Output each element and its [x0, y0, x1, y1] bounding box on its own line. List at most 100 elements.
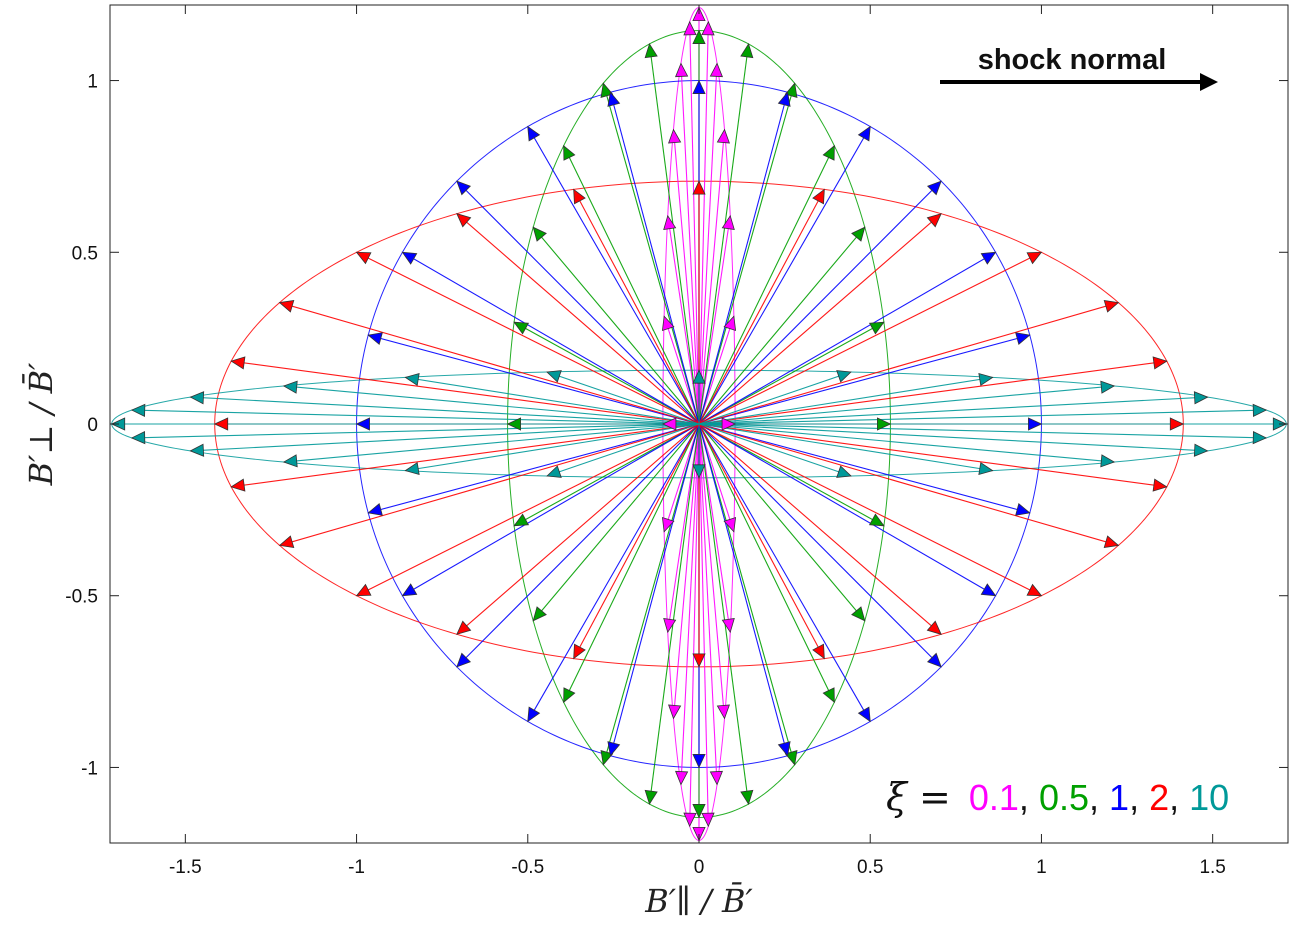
legend-value-10: 10 — [1189, 777, 1229, 818]
vector-arrowhead-0.5 — [513, 321, 530, 335]
vector-arrowhead-10 — [282, 380, 298, 394]
vector-arrowhead-10 — [404, 372, 420, 387]
legend-symbol: ξ = — [886, 775, 951, 819]
vector-arrowhead-0.5 — [513, 513, 530, 527]
vector-1 — [698, 126, 871, 425]
vector-0.1 — [663, 316, 700, 425]
vector-arrowhead-0.5 — [851, 606, 866, 622]
legend-separator: , — [1089, 777, 1099, 818]
vector-arrowhead-2 — [573, 188, 586, 205]
vector-arrowhead-2 — [926, 213, 942, 228]
vector-arrowhead-10 — [189, 391, 205, 405]
vector-arrowhead-1 — [980, 583, 997, 597]
vector-2 — [698, 251, 1042, 425]
vector-arrowhead-0.5 — [868, 321, 885, 335]
vector-10 — [698, 385, 1115, 425]
vector-2 — [573, 189, 700, 425]
vector-1 — [456, 180, 700, 425]
vector-0.5 — [513, 321, 700, 425]
vector-1 — [402, 251, 700, 425]
vector-arrowhead-0.5 — [644, 43, 658, 59]
vector-arrowhead-0.5 — [644, 789, 658, 805]
vector-0.5 — [698, 145, 835, 425]
vector-arrowhead-1 — [692, 754, 706, 769]
x-axis-label: B′∥ / B̄′ — [644, 882, 753, 920]
field-vectors — [111, 7, 1287, 841]
vector-arrowhead-0.1 — [721, 214, 735, 231]
vector-0.1 — [663, 423, 700, 532]
vector-arrowhead-2 — [1103, 299, 1120, 313]
vector-0.1 — [698, 316, 735, 425]
vector-arrowhead-1 — [527, 706, 541, 723]
vector-arrowhead-1 — [980, 251, 997, 265]
vector-2 — [698, 423, 825, 659]
vector-2 — [456, 423, 700, 635]
vector-10 — [698, 423, 1208, 452]
vector-10 — [546, 371, 700, 425]
vector-arrowhead-2 — [456, 213, 472, 228]
vector-2 — [698, 360, 1167, 425]
vector-arrowhead-10 — [1252, 430, 1268, 445]
vector-arrowhead-1 — [777, 741, 791, 757]
vector-1 — [698, 180, 942, 425]
vector-arrowhead-0.1 — [668, 704, 682, 720]
vector-arrowhead-10 — [1193, 391, 1209, 405]
x-tick-label: -1.5 — [169, 857, 202, 878]
vector-arrowhead-0.1 — [668, 128, 682, 144]
y-tick-label: -0.5 — [65, 587, 98, 608]
vector-arrowhead-1 — [692, 79, 706, 94]
vector-arrowhead-1 — [401, 251, 418, 265]
vector-10 — [698, 423, 993, 472]
vector-10 — [698, 423, 852, 477]
vector-arrowhead-0.1 — [683, 20, 697, 36]
vector-arrowhead-0.5 — [692, 29, 706, 44]
vector-arrowhead-2 — [812, 643, 825, 660]
vector-arrowhead-2 — [456, 620, 472, 635]
vector-1 — [698, 423, 942, 668]
vector-arrowhead-0.1 — [716, 128, 730, 144]
vector-arrowhead-10 — [546, 370, 562, 383]
vector-1 — [698, 423, 789, 756]
vector-arrowhead-1 — [456, 652, 472, 668]
vector-1 — [609, 423, 700, 756]
vector-arrowhead-0.5 — [868, 513, 885, 527]
vector-arrowhead-10 — [282, 454, 298, 468]
x-tick-label: -1 — [348, 857, 365, 878]
vector-0.1 — [680, 63, 700, 425]
x-tick-label: 1.5 — [1199, 857, 1225, 878]
vector-arrowhead-0.1 — [701, 812, 715, 828]
vector-arrowhead-0.1 — [721, 617, 735, 634]
vector-arrowhead-0.1 — [661, 417, 677, 431]
vector-2 — [698, 423, 942, 635]
vector-10 — [698, 423, 1267, 439]
vector-0.1 — [689, 21, 700, 425]
vector-arrowhead-0.1 — [721, 417, 737, 431]
vector-arrowhead-1 — [777, 91, 791, 107]
vector-0.1 — [689, 423, 700, 827]
vector-arrowhead-1 — [367, 332, 383, 345]
vector-arrowhead-10 — [978, 372, 994, 387]
vector-2 — [356, 251, 700, 425]
vector-0.5 — [602, 83, 700, 425]
vector-arrowhead-1 — [355, 417, 370, 431]
vector-arrowhead-0.1 — [692, 826, 706, 842]
legend: ξ = 0.1, 0.5, 1, 2, 10 — [886, 775, 1229, 819]
vector-0.5 — [563, 423, 700, 703]
vector-0.5 — [698, 226, 866, 425]
vector-10 — [131, 423, 700, 439]
vector-arrowhead-0.1 — [709, 62, 723, 78]
vector-1 — [698, 334, 1030, 425]
vector-arrowhead-0.1 — [716, 704, 730, 720]
vector-1 — [527, 423, 700, 722]
vector-0.1 — [698, 423, 726, 719]
vector-arrowhead-10 — [978, 461, 994, 476]
x-tick-label: -0.5 — [511, 857, 544, 878]
vector-0.5 — [648, 423, 700, 805]
vector-arrowhead-2 — [230, 356, 246, 370]
vector-2 — [356, 423, 700, 597]
y-tick-label: 1 — [87, 72, 98, 93]
vector-1 — [698, 423, 871, 722]
vector-arrowhead-2 — [355, 583, 372, 597]
vector-0.1 — [667, 423, 700, 633]
legend-value-0-5: 0.5 — [1039, 777, 1089, 818]
